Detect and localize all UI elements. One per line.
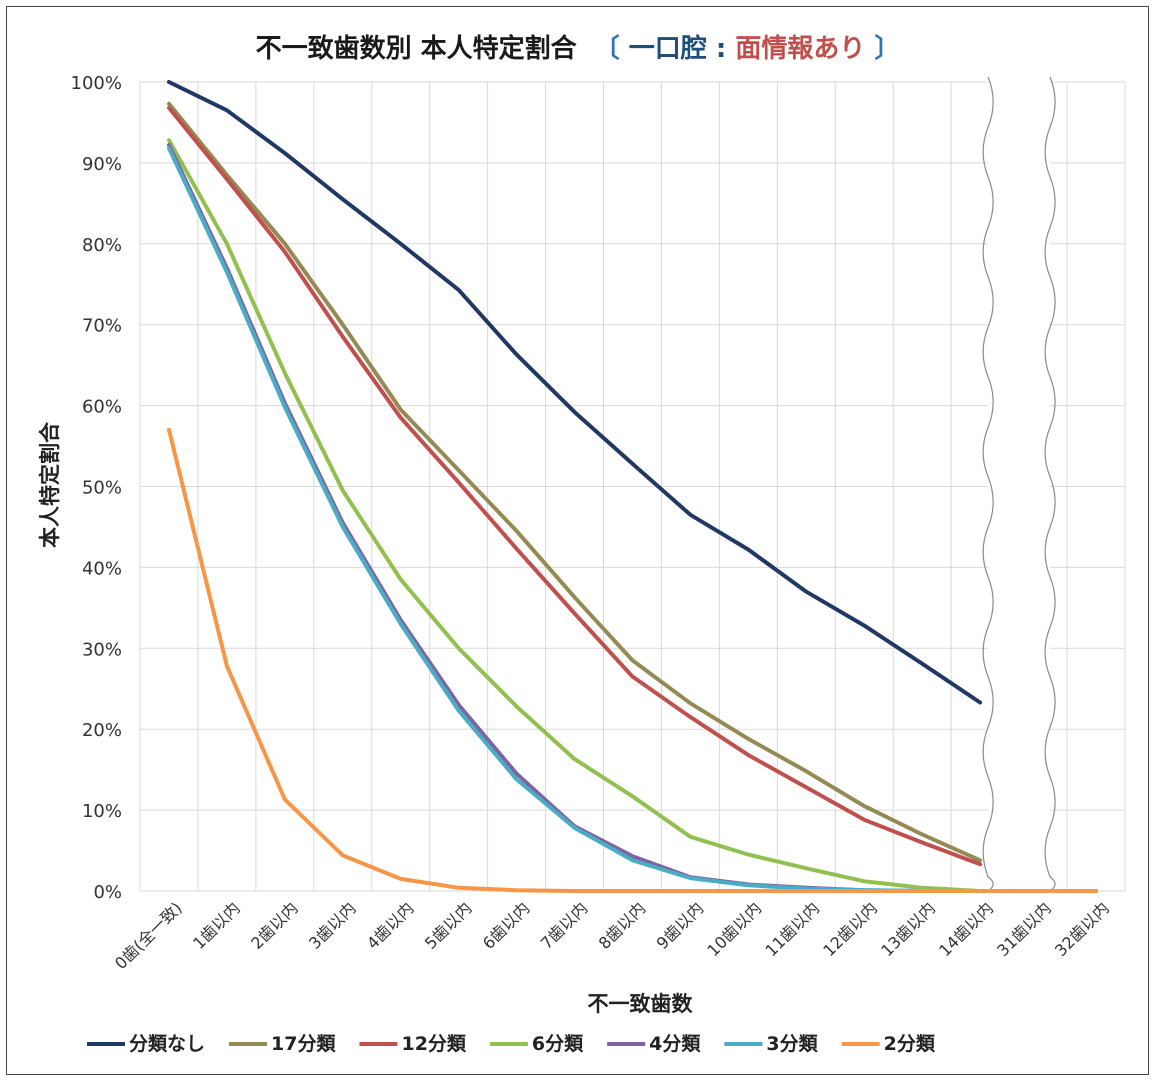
y-tick-label: 40%	[82, 558, 122, 579]
series-line	[167, 146, 1098, 893]
x-tick-label: 31歯以内	[993, 898, 1055, 960]
y-tick-label: 10%	[82, 801, 122, 822]
series-line	[167, 138, 1098, 893]
x-tick-label: 0歯(全一致)	[111, 898, 186, 973]
x-tick-label: 13歯以内	[877, 898, 939, 960]
series-line	[167, 101, 983, 863]
y-tick-label: 80%	[82, 235, 122, 256]
x-axis-ticks: 0歯(全一致) 1歯以内 2歯以内 3歯以内 4歯以内 5歯以内 6歯以内 7歯以内 8歯以内 9…	[111, 898, 1113, 973]
y-tick-label: 90%	[82, 154, 122, 175]
y-tick-label: 0%	[93, 882, 122, 903]
x-tick-label: 10歯以内	[703, 898, 765, 960]
chart-title: 不一致歯数別 本人特定割合 〔 一口腔 : 面情報あり 〕	[256, 33, 901, 64]
y-tick-label: 20%	[82, 720, 122, 741]
x-tick-label: 14歯以内	[935, 898, 997, 960]
axis-break-wave	[1044, 76, 1056, 892]
x-tick-label: 3歯以内	[305, 898, 360, 953]
x-tick-label: 12歯以内	[819, 898, 881, 960]
y-tick-label: 60%	[82, 397, 122, 418]
axis-break-area	[982, 76, 1056, 892]
chart-frame: 不一致歯数別 本人特定割合 〔 一口腔 : 面情報あり 〕 0% 10% 20% 30…	[6, 6, 1149, 1075]
x-tick-label: 8歯以内	[595, 898, 650, 953]
x-tick-label: 5歯以内	[421, 898, 476, 953]
title-main: 不一致歯数別 本人特定割合	[256, 33, 578, 64]
title-colon: :	[716, 34, 726, 64]
x-tick-label: 2歯以内	[247, 898, 302, 953]
x-tick-label: 11歯以内	[761, 898, 823, 960]
series-line	[167, 427, 1098, 893]
legend-label: 4分類	[649, 1033, 701, 1055]
line-chart: 不一致歯数別 本人特定割合 〔 一口腔 : 面情報あり 〕 0% 10% 20% 30…	[38, 33, 1126, 1055]
title-bracket-open: 〔	[594, 34, 620, 64]
y-tick-label: 30%	[82, 639, 122, 660]
axis-break-gap	[988, 77, 1051, 888]
x-tick-label: 1歯以内	[189, 898, 244, 953]
series-lines	[167, 80, 1098, 893]
legend-label: 6分類	[532, 1033, 584, 1055]
legend-label: 分類なし	[129, 1033, 205, 1055]
title-part-oral: 一口腔	[629, 34, 707, 64]
series-line	[167, 143, 1098, 893]
title-part-surface: 面情報あり	[735, 34, 865, 64]
title-bracket-close: 〕	[874, 34, 900, 64]
series-line	[167, 80, 983, 705]
x-tick-label: 7歯以内	[537, 898, 592, 953]
axis-break-wave	[982, 76, 994, 892]
x-tick-label: 4歯以内	[363, 898, 418, 953]
legend-label: 3分類	[766, 1033, 818, 1055]
legend: 分類なし 17分類 12分類 6分類 4分類 3分類 2分類	[87, 1033, 936, 1055]
legend-label: 2分類	[884, 1033, 936, 1055]
y-tick-label: 100%	[71, 73, 122, 94]
y-tick-label: 70%	[82, 316, 122, 337]
grid	[139, 81, 1126, 892]
y-axis-label: 本人特定割合	[38, 421, 62, 548]
legend-label: 17分類	[271, 1033, 336, 1055]
legend-label: 12分類	[401, 1033, 466, 1055]
x-tick-label: 6歯以内	[479, 898, 534, 953]
x-tick-label: 9歯以内	[653, 898, 708, 953]
y-tick-label: 50%	[82, 478, 122, 499]
x-axis-label: 不一致歯数	[588, 992, 694, 1016]
y-axis-ticks: 0% 10% 20% 30% 40% 50% 60% 70% 80% 90% 100%	[71, 73, 122, 903]
x-tick-label: 32歯以内	[1051, 898, 1113, 960]
series-line	[167, 105, 983, 867]
